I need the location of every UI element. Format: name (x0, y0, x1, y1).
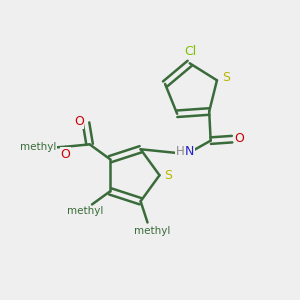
Text: H: H (176, 145, 185, 158)
Text: methyl: methyl (20, 142, 56, 152)
Text: methyl: methyl (134, 226, 170, 236)
Text: S: S (164, 169, 172, 182)
Text: N: N (185, 145, 195, 158)
Text: methyl: methyl (67, 206, 103, 216)
Text: O: O (60, 148, 70, 161)
Text: O: O (234, 132, 244, 145)
Text: Cl: Cl (184, 46, 196, 59)
Text: O: O (74, 115, 84, 128)
Text: S: S (222, 71, 230, 84)
